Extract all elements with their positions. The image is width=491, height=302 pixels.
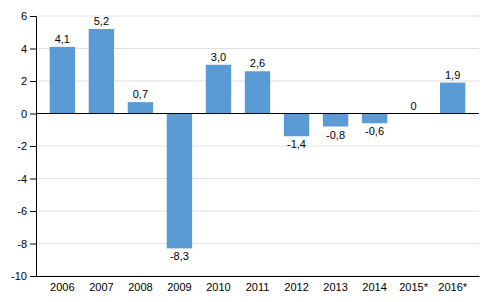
data-label: 0,7 [133, 88, 148, 100]
y-tick: -2 [17, 140, 36, 152]
data-label: -0,8 [326, 129, 345, 141]
x-tick-label: 2014 [362, 281, 386, 293]
bar [323, 114, 348, 127]
y-tick-mark [30, 114, 36, 115]
x-tick-label: 2008 [128, 281, 152, 293]
y-tick-label: 2 [21, 75, 27, 87]
y-tick-mark [30, 276, 36, 277]
y-tick-label: 4 [21, 43, 27, 55]
x-tick-label: 2006 [50, 281, 74, 293]
data-label: -8,3 [170, 250, 189, 262]
bar [245, 71, 270, 113]
bar [284, 114, 309, 137]
x-tick: 2008 [128, 281, 152, 293]
x-tick: 2009 [167, 281, 191, 293]
y-tick-label: 0 [21, 108, 27, 120]
bar [206, 65, 231, 114]
y-tick: 4 [21, 43, 36, 55]
data-label: 1,9 [445, 69, 460, 81]
bar [50, 47, 75, 114]
data-label: 0 [411, 100, 417, 112]
x-tick: 2016* [438, 281, 467, 293]
data-labels: 4,1 5,2 0,7 -8,3 3,0 2,6 -1,4 -0,8 -0,6 0 1,9 [55, 15, 461, 262]
y-tick-mark [30, 146, 36, 147]
grid [36, 16, 479, 276]
x-tick: 2012 [284, 281, 308, 293]
y-tick-label: -6 [17, 205, 27, 217]
x-tick-label: 2010 [206, 281, 230, 293]
grid-line [36, 211, 479, 212]
y-tick-label: 6 [21, 10, 27, 22]
grid-line [36, 276, 479, 277]
x-tick: 2007 [89, 281, 113, 293]
data-label: 3,0 [211, 51, 226, 63]
x-tick-label: 2011 [246, 281, 270, 293]
y-tick-mark [30, 16, 36, 17]
grid-line [36, 146, 479, 147]
y-axis-line [30, 17, 37, 277]
y-tick: -10 [11, 270, 36, 282]
plot: -10-8-6-4-202462006200720082009201020112… [11, 10, 479, 293]
x-tick-label: 2009 [167, 281, 191, 293]
data-label: 2,6 [250, 57, 265, 69]
y-tick-label: -10 [11, 270, 27, 282]
x-tick: 2014 [362, 281, 386, 293]
grid-line [36, 178, 479, 179]
x-tick: 2010 [206, 281, 230, 293]
x-tick-label: 2007 [89, 281, 113, 293]
y-tick-label: -4 [17, 173, 27, 185]
zero-line [36, 113, 479, 114]
x-tick-label: 2013 [323, 281, 347, 293]
grid-line [36, 113, 479, 114]
x-tick: 2015* [399, 281, 428, 293]
bars [50, 29, 466, 248]
grid-line [36, 243, 479, 244]
bar [167, 114, 192, 249]
x-tick: 2011 [246, 281, 270, 293]
y-tick: -4 [17, 173, 36, 185]
data-label: 5,2 [94, 15, 109, 27]
chart: -10-8-6-4-202462006200720082009201020112… [0, 0, 491, 302]
x-tick-label: 2012 [284, 281, 308, 293]
x-axis-line [37, 276, 480, 277]
data-label: -1,4 [287, 138, 306, 150]
bar [362, 114, 387, 124]
x-tick: 2006 [50, 281, 74, 293]
x-tick-label: 2016* [438, 281, 467, 293]
x-axis: 2006 2007 2008 2009 2010 2011 2012 2013 2014 2015… [37, 277, 480, 293]
x-tick: 2013 [323, 281, 347, 293]
y-tick-mark [30, 179, 36, 180]
y-tick-label: -2 [17, 140, 27, 152]
y-tick: 0 [21, 108, 36, 120]
y-tick-mark [30, 244, 36, 245]
y-tick-mark [30, 211, 36, 212]
y-tick: 6 [21, 10, 36, 22]
y-tick: -6 [17, 205, 36, 217]
y-tick: 2 [21, 75, 36, 87]
y-axis: -10 -8 -6 -4 -2 0 2 4 6 [11, 10, 36, 282]
y-tick: -8 [17, 238, 36, 250]
x-tick-label: 2015* [399, 281, 428, 293]
y-tick-label: -8 [17, 238, 27, 250]
bar [440, 83, 465, 114]
data-label: 4,1 [55, 33, 70, 45]
y-tick-mark [30, 81, 36, 82]
data-label: -0,6 [365, 125, 384, 137]
bar [128, 102, 153, 113]
bar [89, 29, 114, 114]
y-tick-mark [30, 49, 36, 50]
